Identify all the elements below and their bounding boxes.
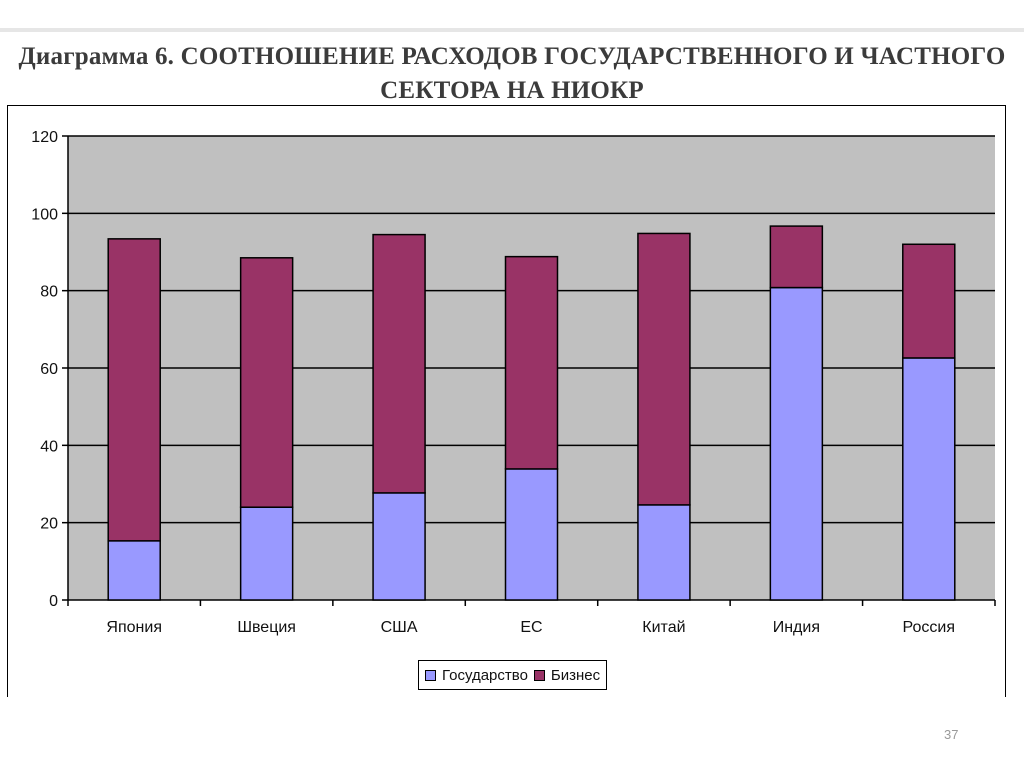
- top-rule: [0, 28, 1024, 32]
- bar-business-1: [239, 257, 294, 508]
- x-tick-label-2: США: [381, 619, 418, 636]
- x-tick-label-3: ЕС: [520, 619, 542, 636]
- y-tick-label-60: 60: [40, 361, 58, 378]
- y-tick-label-20: 20: [40, 516, 58, 533]
- bar-government-5: [769, 286, 824, 601]
- x-tick-label-6: Россия: [903, 619, 955, 636]
- bar-government-4: [637, 504, 691, 601]
- y-tick-label-0: 0: [49, 593, 58, 610]
- y-tick-label-100: 100: [31, 206, 58, 223]
- legend-label-business: Бизнес: [550, 666, 601, 684]
- bar-government-6: [902, 357, 956, 601]
- slide-title-line-1: Диаграмма 6. СООТНОШЕНИЕ РАСХОДОВ ГОСУДА…: [18, 43, 1006, 70]
- bar-business-0: [107, 238, 161, 542]
- bar-business-3: [504, 255, 559, 470]
- page-number: 37: [944, 727, 959, 742]
- x-tick-label-5: Индия: [773, 619, 820, 636]
- legend-label-government: Государство: [442, 666, 528, 684]
- y-tick-label-40: 40: [40, 438, 58, 455]
- y-tick-label-80: 80: [40, 284, 58, 301]
- y-tick-label-120: 120: [31, 129, 58, 146]
- x-tick-label-0: Япония: [106, 619, 162, 636]
- slide-title-line-2: СЕКТОРА НА НИОКР: [380, 77, 644, 104]
- x-tick-label-1: Швеция: [237, 619, 296, 636]
- bar-business-4: [637, 232, 691, 506]
- chart-legend: Государство Бизнес: [418, 660, 608, 690]
- bar-government-3: [504, 468, 559, 601]
- bar-business-6: [902, 243, 956, 359]
- legend-swatch-government: [425, 669, 436, 681]
- bar-business-2: [372, 233, 426, 494]
- legend-swatch-business: [533, 669, 545, 681]
- legend-item-business: Бизнес: [533, 666, 601, 684]
- bar-government-2: [372, 492, 426, 601]
- bar-business-5: [769, 225, 824, 289]
- bar-government-0: [107, 540, 161, 601]
- x-tick-label-4: Китай: [642, 619, 685, 636]
- slide-title: Диаграмма 6. СООТНОШЕНИЕ РАСХОДОВ ГОСУДА…: [14, 40, 1010, 108]
- legend-item-government: Государство: [425, 667, 528, 684]
- chart-frame: [7, 105, 1006, 697]
- bar-government-1: [239, 506, 294, 601]
